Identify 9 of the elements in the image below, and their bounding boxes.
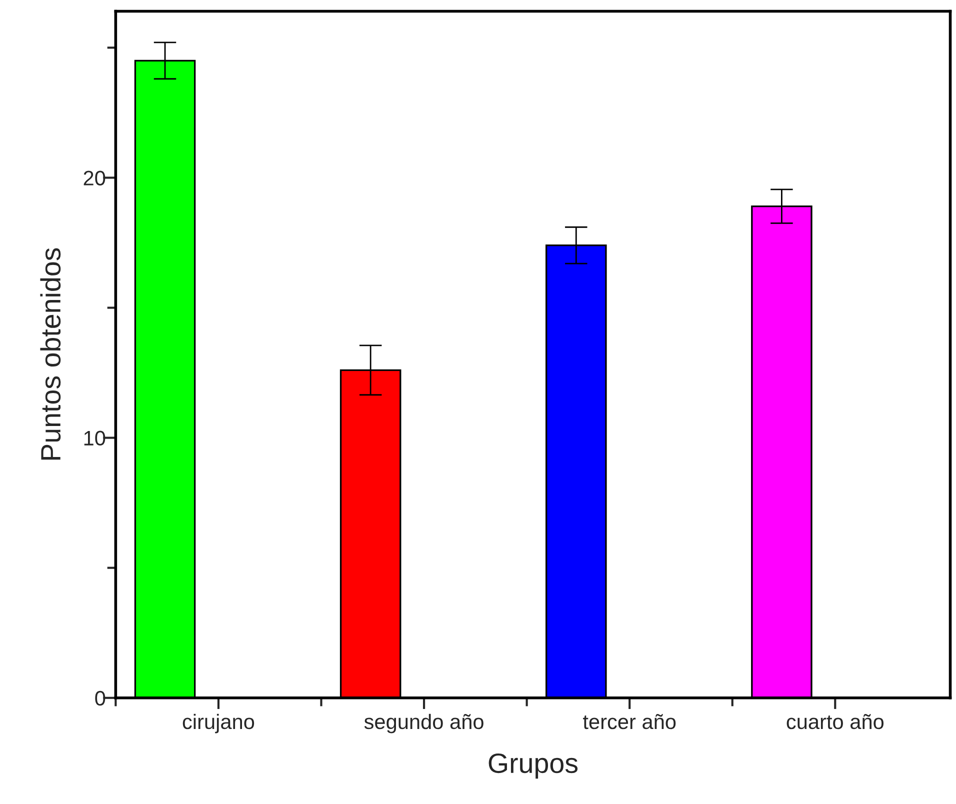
y-axis-title: Puntos obtenidos	[40, 248, 61, 460]
y-tick-label: 20	[84, 170, 106, 186]
y-tick-label: 10	[84, 430, 106, 446]
x-tick-label: segundo año	[364, 714, 484, 734]
y-tick-label: 0	[95, 690, 106, 706]
x-tick-label: tercer año	[583, 714, 676, 730]
x-tick-label: cuarto año	[786, 714, 884, 730]
x-axis-title: Grupos	[488, 753, 578, 779]
x-tick-label: cirujano	[182, 714, 254, 734]
